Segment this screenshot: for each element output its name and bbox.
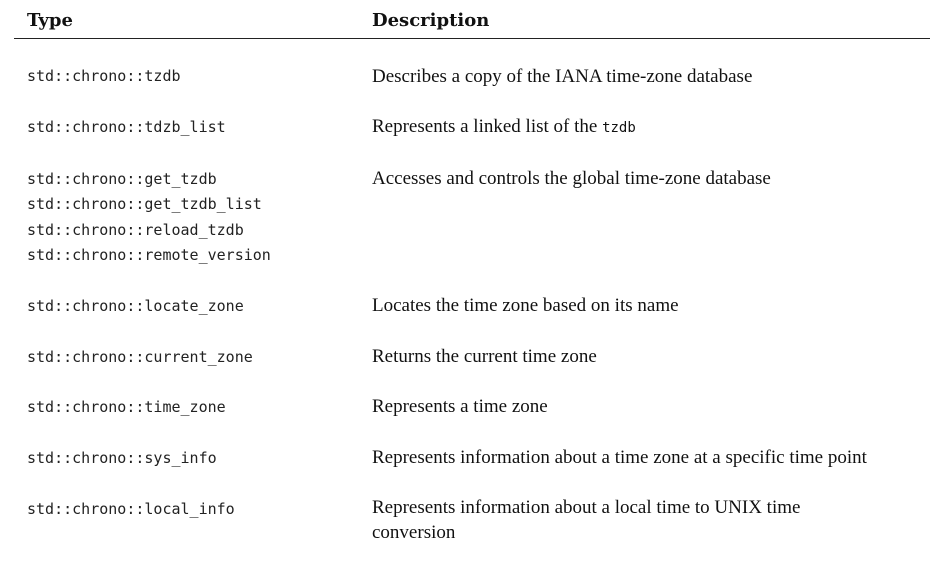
type-name: std::chrono::sys_info xyxy=(27,449,217,467)
type-name: std::chrono::remote_version xyxy=(27,246,271,264)
type-description: Accesses and controls the global time-zo… xyxy=(372,168,771,189)
type-name: std::chrono::reload_tzdb xyxy=(27,221,244,239)
type-name: std::chrono::locate_zone xyxy=(27,297,244,315)
header-type: Type xyxy=(27,10,73,31)
description-text: Represents a linked list of the xyxy=(372,116,598,137)
type-description: Represents information about a local tim… xyxy=(372,497,801,518)
type-description: Locates the time zone based on its name xyxy=(372,295,679,316)
header-rule xyxy=(14,38,930,39)
description-inline-code: tzdb xyxy=(602,120,636,136)
type-description: Represents information about a time zone… xyxy=(372,447,867,468)
type-description-continued: conversion xyxy=(372,522,456,543)
type-name: std::chrono::time_zone xyxy=(27,398,226,416)
type-description: Represents a linked list of the tzdb xyxy=(372,114,636,141)
type-name: std::chrono::get_tzdb_list xyxy=(27,195,262,213)
header-description: Description xyxy=(372,10,490,31)
type-name: std::chrono::current_zone xyxy=(27,348,253,366)
type-name: std::chrono::tdzb_list xyxy=(27,118,226,136)
type-name: std::chrono::get_tzdb xyxy=(27,170,217,188)
type-description: Represents a time zone xyxy=(372,396,548,417)
type-description: Returns the current time zone xyxy=(372,346,597,367)
type-description: Describes a copy of the IANA time-zone d… xyxy=(372,66,753,87)
type-name: std::chrono::local_info xyxy=(27,500,235,518)
type-name: std::chrono::tzdb xyxy=(27,67,181,85)
